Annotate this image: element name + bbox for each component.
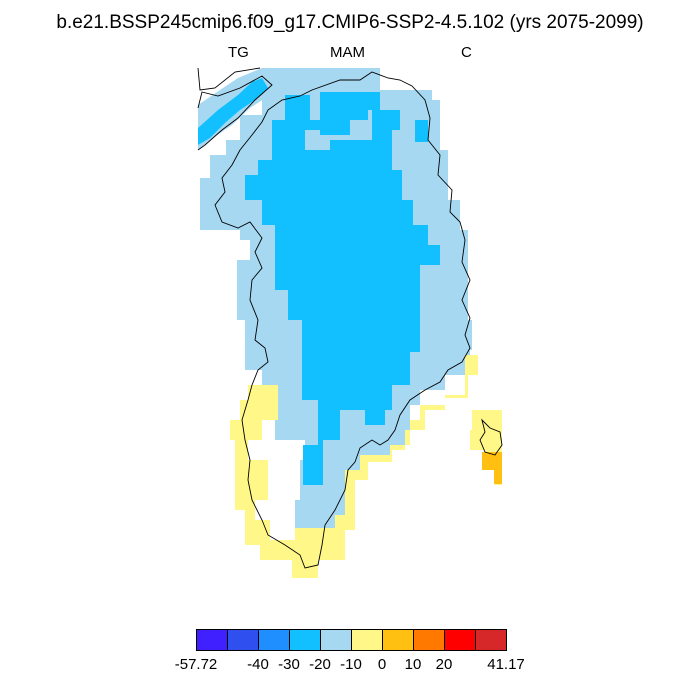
colorbar-swatch (258, 629, 290, 651)
cold-region-nw-strip (198, 78, 268, 145)
variable-label: TG (228, 44, 249, 61)
colorbar-swatch (196, 629, 228, 651)
colorbar-swatch (475, 629, 507, 651)
colorbar-tick-label: -10 (340, 656, 362, 673)
colorbar-swatch (227, 629, 259, 651)
coastline-main (197, 67, 471, 569)
colorbar-tick-label: -30 (278, 656, 300, 673)
cold-region-interior (245, 92, 440, 485)
units-label: C (461, 44, 472, 61)
colorbar-swatch (351, 629, 383, 651)
cold-region-ne-patch (415, 120, 428, 142)
colorbar-tick-label: 41.17 (487, 656, 525, 673)
colorbar-tick-label: -40 (247, 656, 269, 673)
colorbar-swatch (413, 629, 445, 651)
colorbar-tick-label: 10 (404, 656, 422, 673)
colorbar-swatch (320, 629, 352, 651)
hot-anomaly-region (482, 452, 502, 484)
colorbar-tick-label: -57.72 (174, 656, 218, 673)
cold-anomaly-region (198, 78, 440, 485)
colorbar-tick-label: -20 (309, 656, 331, 673)
colorbar-swatch (382, 629, 414, 651)
coastline (197, 67, 503, 569)
colorbar-swatch (444, 629, 476, 651)
colorbar-tick-label: 20 (435, 656, 453, 673)
season-label: MAM (330, 44, 365, 61)
colorbar-swatch (289, 629, 321, 651)
colorbar-tick-label: 0 (377, 656, 387, 673)
plot-title: b.e21.BSSP245cmip6.f09_g17.CMIP6-SSP2-4.… (56, 12, 644, 33)
coastline-island (479, 418, 503, 456)
hot-region-island (482, 452, 502, 484)
